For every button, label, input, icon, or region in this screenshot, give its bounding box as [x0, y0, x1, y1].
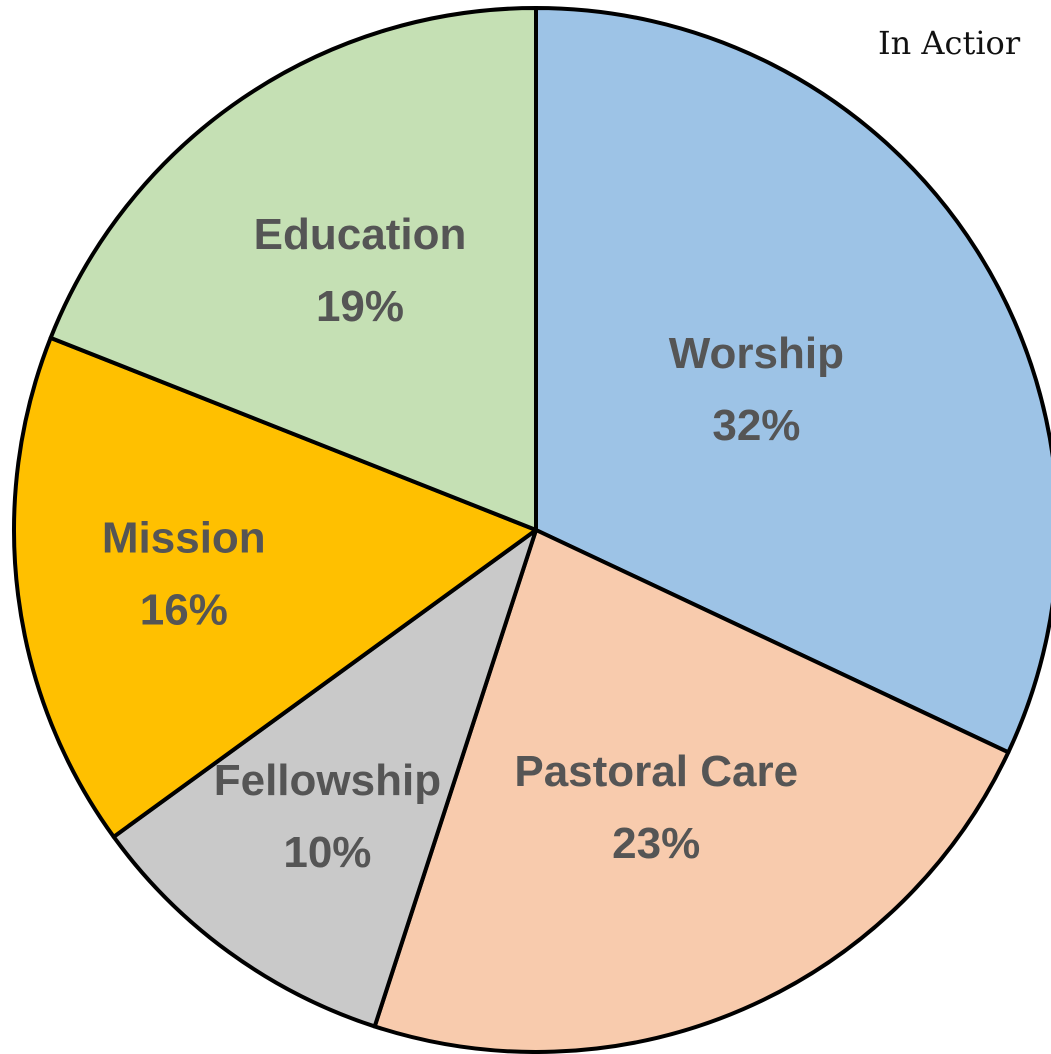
pie-slice-pastoral-care: [372, 528, 1011, 1054]
slice-value-pastoral-care: 23%: [612, 819, 700, 868]
slice-label-worship: Worship: [669, 329, 844, 378]
pie-slice-fellowship: [111, 528, 538, 1029]
slice-value-worship: 32%: [712, 401, 800, 450]
slice-value-mission: 16%: [140, 586, 228, 635]
pie-slice-worship: [534, 6, 1051, 755]
slice-label-fellowship: Fellowship: [214, 756, 441, 805]
pie-slice-mission: [12, 335, 538, 839]
slice-value-education: 19%: [316, 282, 404, 331]
slice-label-pastoral-care: Pastoral Care: [514, 747, 798, 796]
chart-title: In Actior: [878, 24, 1021, 62]
pie-slice-education: [48, 6, 538, 532]
slice-label-education: Education: [254, 210, 467, 259]
slice-value-fellowship: 10%: [283, 828, 371, 877]
slice-label-mission: Mission: [102, 514, 266, 563]
